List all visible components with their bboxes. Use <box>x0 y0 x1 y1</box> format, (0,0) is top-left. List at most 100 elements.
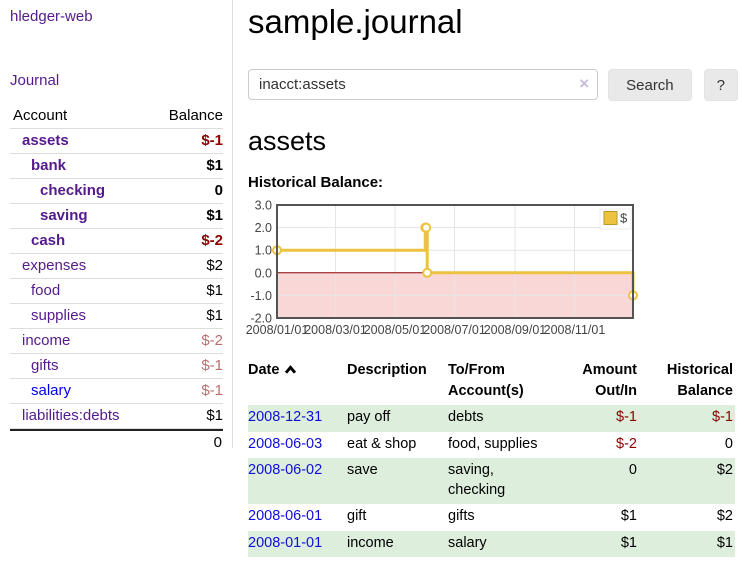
search-help-button[interactable]: ? <box>703 69 738 101</box>
account-balance: $-1 <box>201 132 223 149</box>
account-balance: 0 <box>214 182 223 199</box>
register-header-row: Date Description To/From Account(s) Amou… <box>248 360 735 405</box>
column-header-balance: Historical Balance <box>639 360 735 405</box>
account-balance: $-2 <box>201 232 223 249</box>
account-balance: $-2 <box>201 332 223 349</box>
column-header-balance-line2: Balance <box>677 383 733 400</box>
data-point-marker <box>422 267 433 278</box>
transaction-date-link[interactable]: 2008-06-02 <box>248 462 323 479</box>
y-axis-tick-label: 2.0 <box>255 221 272 235</box>
transaction-amount: 0 <box>628 462 637 479</box>
column-header-accounts: To/From Account(s) <box>448 360 551 405</box>
page-title: sample.journal <box>248 3 463 40</box>
account-balance: $-1 <box>201 357 223 374</box>
account-row: expenses $2 <box>10 254 223 279</box>
sidebar-account-link[interactable]: bank <box>31 157 67 174</box>
transaction-amount: $-2 <box>616 435 637 452</box>
column-header-accounts-line2: Account(s) <box>448 383 524 400</box>
account-row: assets $-1 <box>10 129 223 154</box>
sidebar-account-link[interactable]: expenses <box>22 257 87 274</box>
column-header-accounts-line1: To/From <box>448 362 505 378</box>
accounts-table-header: Account Balance <box>10 104 223 129</box>
transaction-accounts: salary <box>448 534 487 551</box>
legend-swatch <box>603 211 618 225</box>
account-row: cash $-2 <box>10 229 223 254</box>
sidebar-account-link[interactable]: salary <box>31 382 72 399</box>
accounts-column-header: Account <box>13 107 68 124</box>
account-balance: $1 <box>206 207 223 224</box>
account-balance: $1 <box>206 282 223 299</box>
accounts-table: Account Balance assets $-1 bank $1 checking 0… <box>10 104 223 455</box>
account-row: checking 0 <box>10 179 223 204</box>
account-balance: $2 <box>206 257 223 274</box>
transaction-description: eat & shop <box>347 435 417 452</box>
column-header-amount-line1: Amount <box>582 362 637 378</box>
transaction-description: gift <box>347 508 367 525</box>
x-axis-tick-label: 2008/11/01 <box>544 323 606 337</box>
transaction-accounts: gifts <box>448 508 475 525</box>
transaction-date-link[interactable]: 2008-06-01 <box>248 508 323 525</box>
plot-border <box>276 204 634 319</box>
chart-title: Historical Balance: <box>248 174 384 191</box>
sidebar-item-journal[interactable]: Journal <box>10 72 60 89</box>
account-balance: $1 <box>206 407 223 424</box>
sidebar-account-link[interactable]: checking <box>40 182 106 199</box>
column-header-date[interactable]: Date <box>248 360 347 405</box>
column-header-balance-line1: Historical <box>666 362 733 378</box>
sidebar-account-link[interactable]: assets <box>22 132 69 149</box>
clear-search-icon[interactable]: × <box>579 74 590 93</box>
search-input[interactable] <box>248 69 599 100</box>
y-axis-tick-label: 1.0 <box>255 244 272 258</box>
y-axis-tick-label: -2.0 <box>250 312 272 326</box>
transaction-description: save <box>347 462 378 479</box>
main-content: sample.journal × Search ? assets Histori… <box>246 0 738 558</box>
y-axis-tick-label: -1.0 <box>250 289 272 303</box>
register-table: Date Description To/From Account(s) Amou… <box>248 360 735 558</box>
account-balance: $1 <box>206 157 223 174</box>
historical-balance-chart: 3.0 2.0 1.0 0.0 -1.0 -2.02008/01/012008/03/01… <box>246 199 638 337</box>
transaction-amount: $1 <box>620 508 637 525</box>
sidebar-account-link[interactable]: supplies <box>31 307 87 324</box>
register-row: 2008-06-01 gift gifts $1 $2 <box>248 504 735 531</box>
account-balance: $1 <box>206 307 223 324</box>
column-header-amount-line2: Out/In <box>595 383 637 400</box>
register-row: 2008-06-03 eat & shop food, supplies $-2 0 <box>248 432 735 459</box>
balance-column-header: Balance <box>168 107 223 124</box>
search-button[interactable]: Search <box>608 69 692 101</box>
transaction-balance: $2 <box>716 508 733 525</box>
column-header-description-label: Description <box>347 362 427 378</box>
x-axis-tick-label: 2008/07/01 <box>423 323 486 337</box>
transaction-date-link[interactable]: 2008-01-01 <box>248 534 323 551</box>
app-title-link[interactable]: hledger-web <box>10 8 93 25</box>
sidebar-account-link[interactable]: income <box>22 332 71 349</box>
transaction-date-link[interactable]: 2008-12-31 <box>248 409 323 426</box>
sidebar-account-link[interactable]: gifts <box>31 357 59 374</box>
sidebar-account-link[interactable]: food <box>31 282 61 299</box>
accounts-total-value: 0 <box>213 434 222 451</box>
column-header-amount: Amount Out/In <box>551 360 639 405</box>
account-row: income $-2 <box>10 329 223 354</box>
sidebar-account-link[interactable]: cash <box>31 232 66 249</box>
account-row: supplies $1 <box>10 304 223 329</box>
account-row: bank $1 <box>10 154 223 179</box>
register-row: 2008-12-31 pay off debts $-1 $-1 <box>248 405 735 432</box>
account-row: gifts $-1 <box>10 354 223 379</box>
sidebar-account-link[interactable]: saving <box>40 207 88 224</box>
transaction-accounts: food, supplies <box>448 435 538 452</box>
transaction-balance: $1 <box>716 534 733 551</box>
x-axis-tick-label: 2008/05/01 <box>364 323 427 337</box>
account-heading: assets <box>248 126 327 156</box>
account-balance: $-1 <box>201 382 223 399</box>
x-axis-tick-label: 2008/09/01 <box>484 323 547 337</box>
transaction-date-link[interactable]: 2008-06-03 <box>248 435 323 452</box>
account-row: salary $-1 <box>10 379 223 404</box>
transaction-balance: 0 <box>724 435 733 452</box>
column-header-description: Description <box>347 360 448 405</box>
account-row: liabilities:debts $1 <box>10 404 223 429</box>
sidebar-account-link[interactable]: liabilities:debts <box>22 407 120 424</box>
register-row: 2008-01-01 income salary $1 $1 <box>248 530 735 558</box>
accounts-total-row: 0 <box>10 429 223 455</box>
transaction-accounts: debts <box>448 409 484 426</box>
sort-ascending-icon <box>284 360 297 381</box>
legend-label: $ <box>620 211 628 226</box>
